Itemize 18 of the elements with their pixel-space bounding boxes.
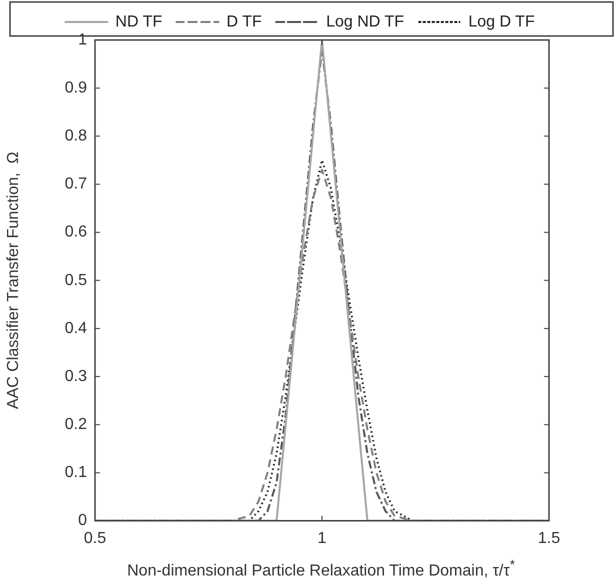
y-axis-title: AAC Classifier Transfer Function, Ω: [5, 152, 22, 410]
y-tick-label: 0.9: [64, 79, 88, 96]
legend-label: Log D TF: [468, 13, 535, 30]
y-tick-label: 0: [78, 512, 88, 530]
y-tick-label: 0.8: [64, 128, 88, 145]
y-tick-label: 0.7: [64, 176, 88, 193]
y-tick-label: 0.2: [64, 416, 88, 434]
legend-label: Log ND TF: [326, 13, 404, 30]
y-tick-label: 0.1: [64, 464, 88, 482]
legend-label: D TF: [226, 13, 262, 30]
y-tick-label: 0.5: [64, 272, 88, 289]
x-tick-label: 1: [318, 530, 327, 547]
y-tick-label: 0.4: [64, 320, 88, 337]
legend-label: ND TF: [115, 13, 162, 30]
x-tick-label: 1.5: [538, 530, 560, 547]
y-tick-label: 0.3: [64, 368, 88, 385]
y-tick-label: 0.6: [64, 224, 88, 241]
x-axis-title: Non-dimensional Particle Relaxation Time Domain, τ/τ$^{*}$: [126, 557, 516, 580]
